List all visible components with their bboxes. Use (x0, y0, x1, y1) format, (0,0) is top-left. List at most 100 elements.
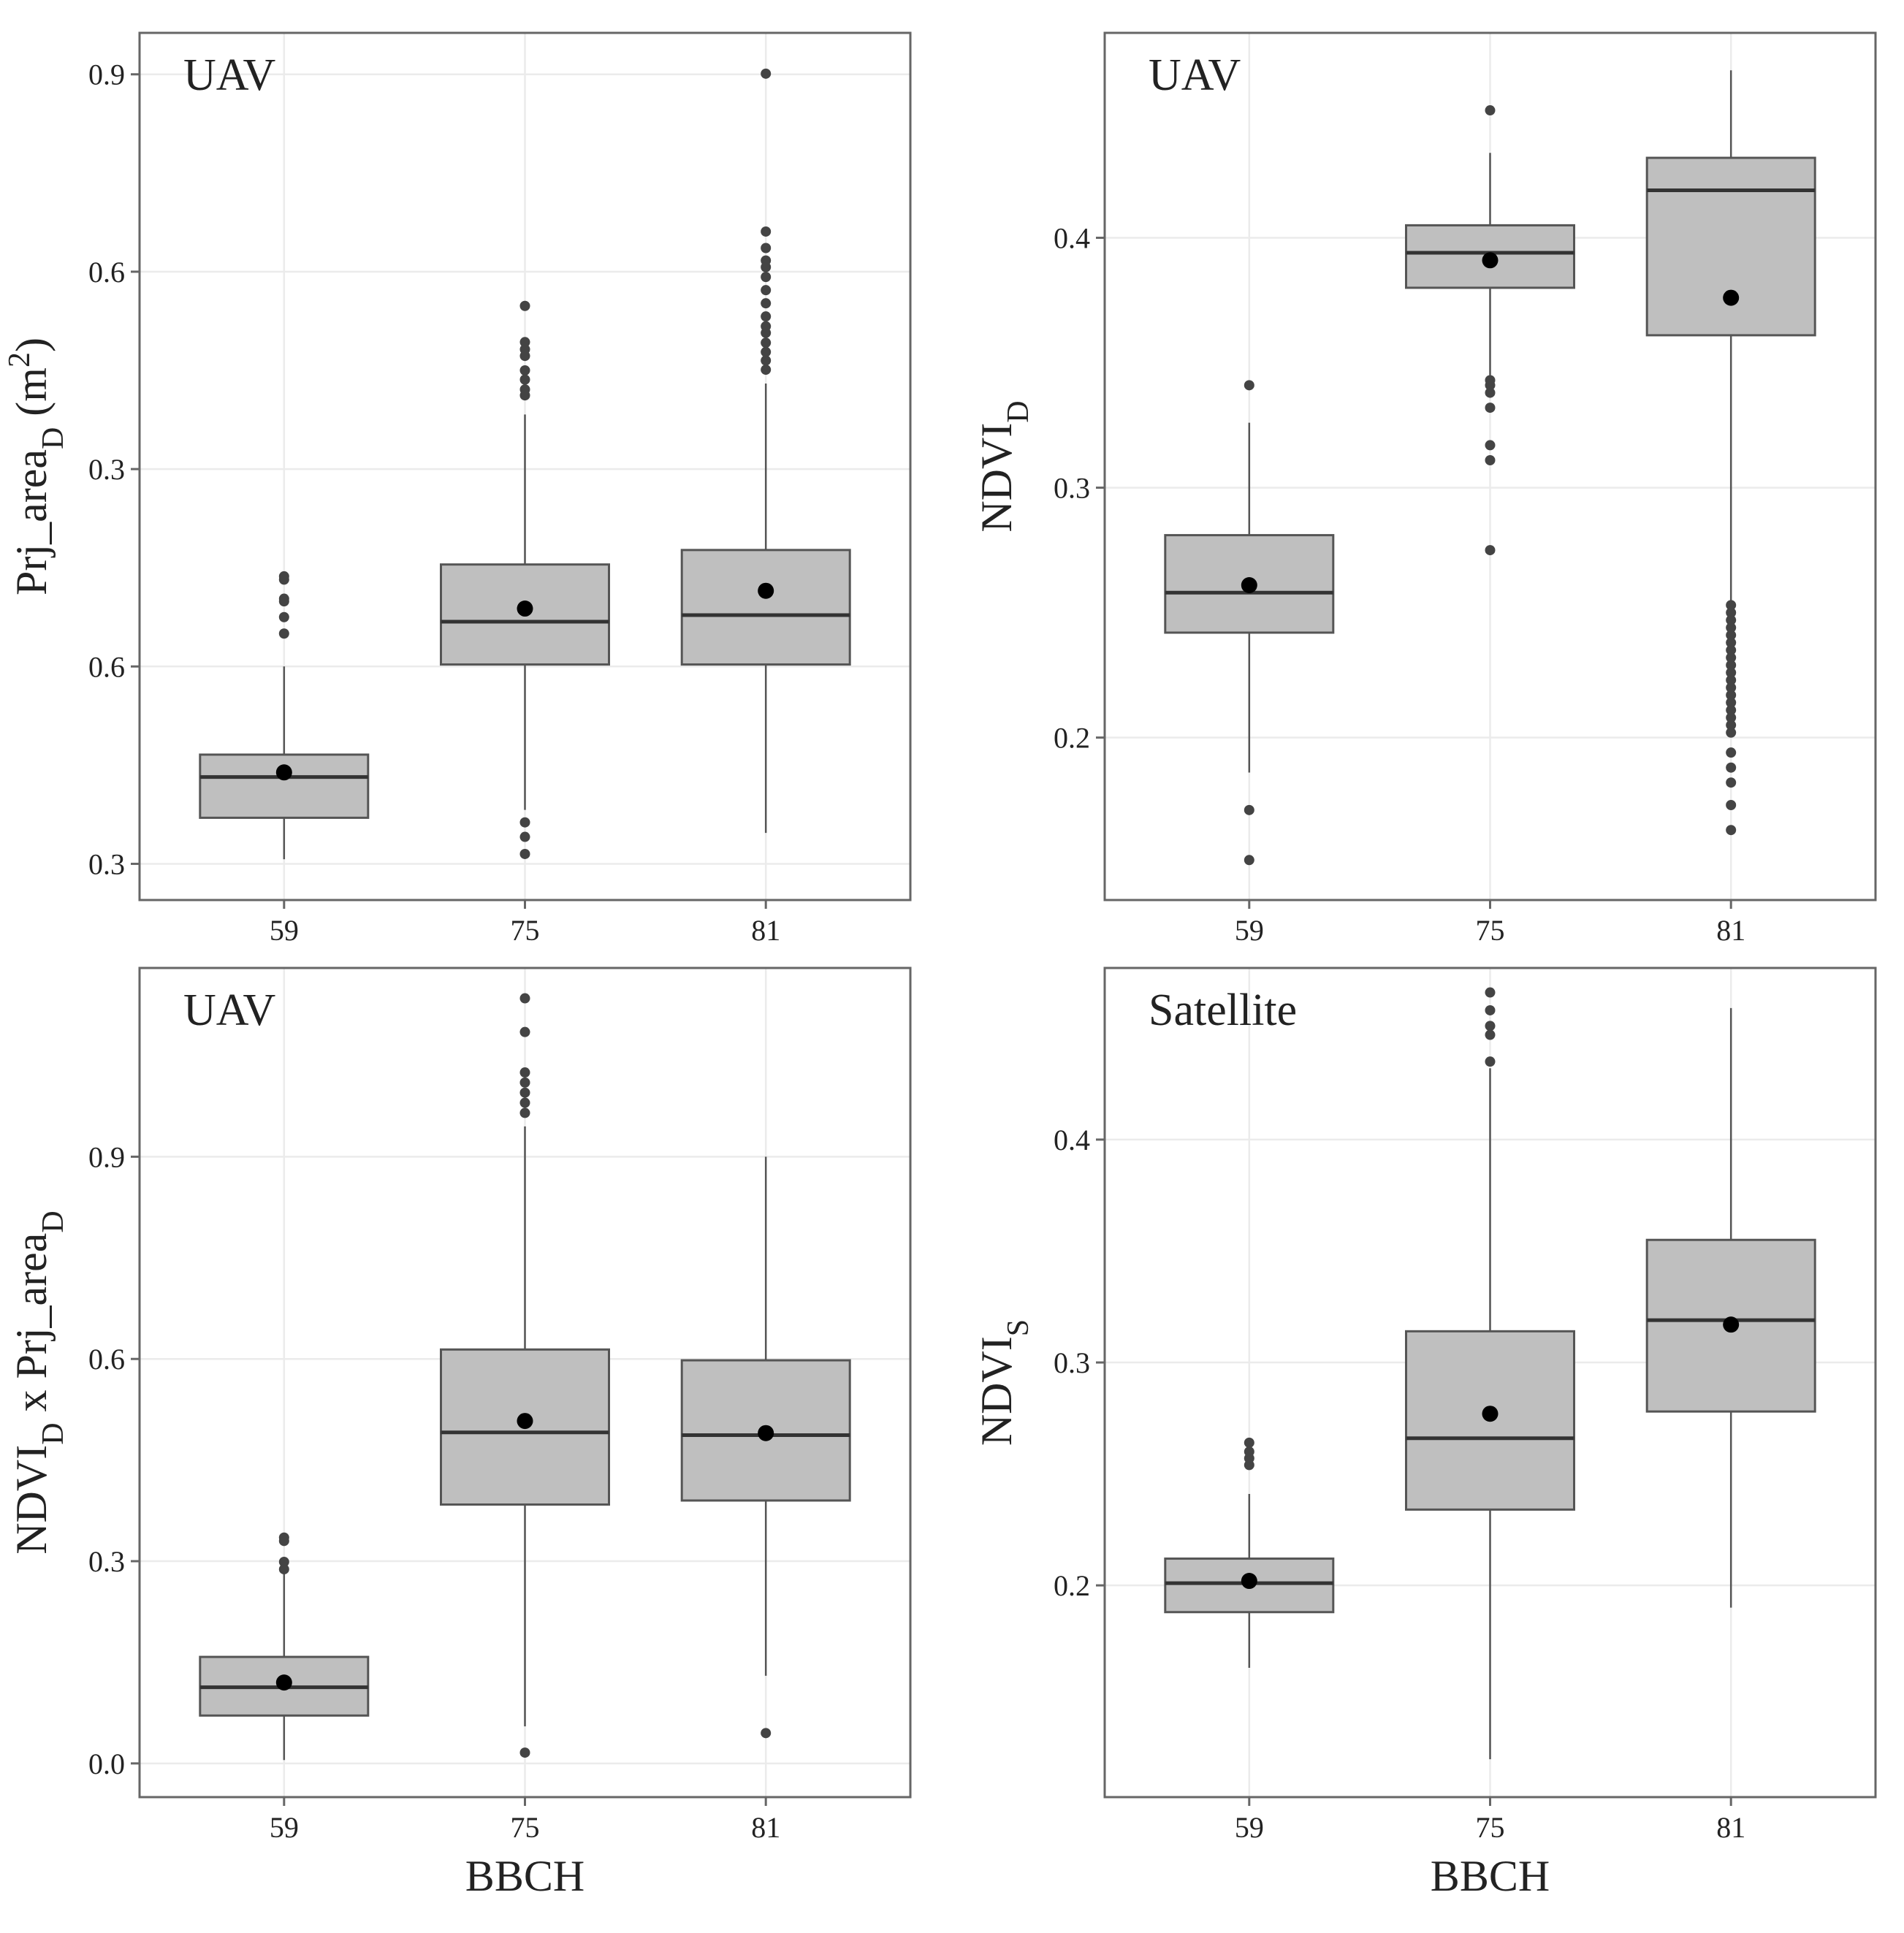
panel-label: UAV (1149, 50, 1241, 100)
outlier-point (1485, 987, 1496, 998)
outlier-point (1726, 652, 1737, 663)
panel-label: UAV (183, 985, 276, 1035)
chart-panel-1: 0.9 0.6 0.3 0.6 0.3 59 75 81 Prj_areaD (m2) UAV (3, 31, 912, 947)
box-59 (1164, 1437, 1335, 1669)
outlier-point (1485, 545, 1496, 556)
outlier-point (761, 355, 772, 366)
outlier-point (519, 1087, 530, 1098)
y-tick-label: 0.6 (88, 650, 125, 683)
outlier-point (278, 628, 289, 639)
outlier-point (278, 611, 289, 622)
y-tick-label: 0.9 (88, 1140, 125, 1173)
outlier-point (1244, 1446, 1254, 1457)
chart-panel-2: 0.4 0.3 0.2 59 75 81 NDVID UAV (972, 31, 1877, 947)
outlier-point (1726, 630, 1737, 641)
outlier-point (519, 1026, 530, 1037)
box-75 (1405, 105, 1575, 556)
y-tick-label: 0.3 (88, 847, 125, 880)
outlier-point (1726, 682, 1737, 693)
outlier-point (519, 374, 530, 385)
outlier-point (519, 344, 530, 355)
y-axis-title: NDVID x Prj_areaD (7, 1210, 70, 1555)
outlier-point (761, 226, 772, 237)
outlier-point (1726, 800, 1737, 811)
box-75 (440, 993, 610, 1758)
outlier-point (1726, 637, 1737, 648)
outlier-point (761, 272, 772, 283)
x-tick-label: 75 (1476, 1811, 1505, 1844)
x-tick-label: 81 (1716, 914, 1745, 947)
outlier-point (278, 1556, 289, 1567)
outlier-point (1485, 375, 1496, 386)
chart-panel-3: 0.9 0.6 0.3 0.0 59 75 81 BBCH NDVID x Prj_areaD U… (7, 966, 912, 1900)
mean-point (275, 1674, 292, 1691)
y-axis-title: NDVIS (972, 1319, 1035, 1446)
outlier-point (1485, 1029, 1496, 1040)
mean-point (1241, 1573, 1257, 1590)
outlier-point (1726, 777, 1737, 788)
x-tick-label: 59 (1235, 1811, 1264, 1844)
x-tick-label: 59 (270, 914, 299, 947)
box-81 (1645, 1007, 1816, 1608)
mean-point (1241, 576, 1257, 593)
outlier-point (1244, 804, 1254, 815)
outlier-point (1244, 1437, 1254, 1448)
outlier-point (1726, 712, 1737, 723)
outlier-point (278, 1532, 289, 1543)
mean-point (1723, 1316, 1740, 1333)
outlier-point (519, 848, 530, 859)
outlier-point (519, 1067, 530, 1078)
x-tick-label: 75 (511, 914, 540, 947)
outlier-point (1726, 667, 1737, 678)
outlier-point (761, 365, 772, 375)
box-81 (680, 1156, 851, 1739)
outlier-point (278, 1564, 289, 1575)
mean-point (517, 601, 533, 617)
x-tick-label: 59 (1235, 914, 1264, 947)
x-axis-title: BBCH (465, 1852, 584, 1900)
x-tick-label: 75 (1476, 914, 1505, 947)
outlier-point (1485, 403, 1496, 413)
box-59 (199, 1532, 370, 1761)
outlier-point (1244, 380, 1254, 391)
x-tick-label: 59 (270, 1811, 299, 1844)
outlier-point (1485, 1021, 1496, 1032)
x-axis-title: BBCH (1431, 1852, 1550, 1900)
outlier-point (1726, 727, 1737, 738)
outlier-point (278, 571, 289, 582)
chart-panel-4: 0.4 0.3 0.2 59 75 81 BBCH NDVIS Satellite (972, 966, 1877, 1900)
outlier-point (1485, 387, 1496, 398)
outlier-point (1726, 614, 1737, 625)
y-tick-label: 0.2 (1054, 722, 1090, 755)
y-tick-label: 0.2 (1054, 1569, 1090, 1602)
mean-point (1482, 1406, 1499, 1422)
x-tick-label: 75 (511, 1811, 540, 1844)
outlier-point (1726, 674, 1737, 685)
outlier-point (519, 993, 530, 1004)
outlier-point (761, 346, 772, 357)
outlier-point (761, 285, 772, 296)
outlier-point (761, 1728, 772, 1739)
y-tick-label: 0.3 (1054, 1346, 1090, 1379)
box-81 (680, 68, 851, 834)
y-tick-label: 0.0 (88, 1747, 125, 1780)
mean-point (275, 764, 292, 781)
outlier-point (761, 321, 772, 332)
panel-label: UAV (183, 50, 276, 100)
outlier-point (519, 1747, 530, 1758)
mean-point (1723, 289, 1740, 306)
x-tick-label: 81 (1716, 1811, 1745, 1844)
outlier-point (1726, 825, 1737, 836)
outlier-point (761, 338, 772, 348)
outlier-point (278, 593, 289, 604)
y-tick-label: 0.6 (88, 256, 125, 289)
mean-point (758, 582, 774, 599)
outlier-point (1726, 747, 1737, 758)
outlier-point (519, 365, 530, 376)
outlier-point (519, 1077, 530, 1088)
box-59 (1164, 380, 1335, 866)
box-iqr (1645, 156, 1816, 337)
box-75 (1405, 987, 1575, 1760)
outlier-point (519, 1107, 530, 1118)
